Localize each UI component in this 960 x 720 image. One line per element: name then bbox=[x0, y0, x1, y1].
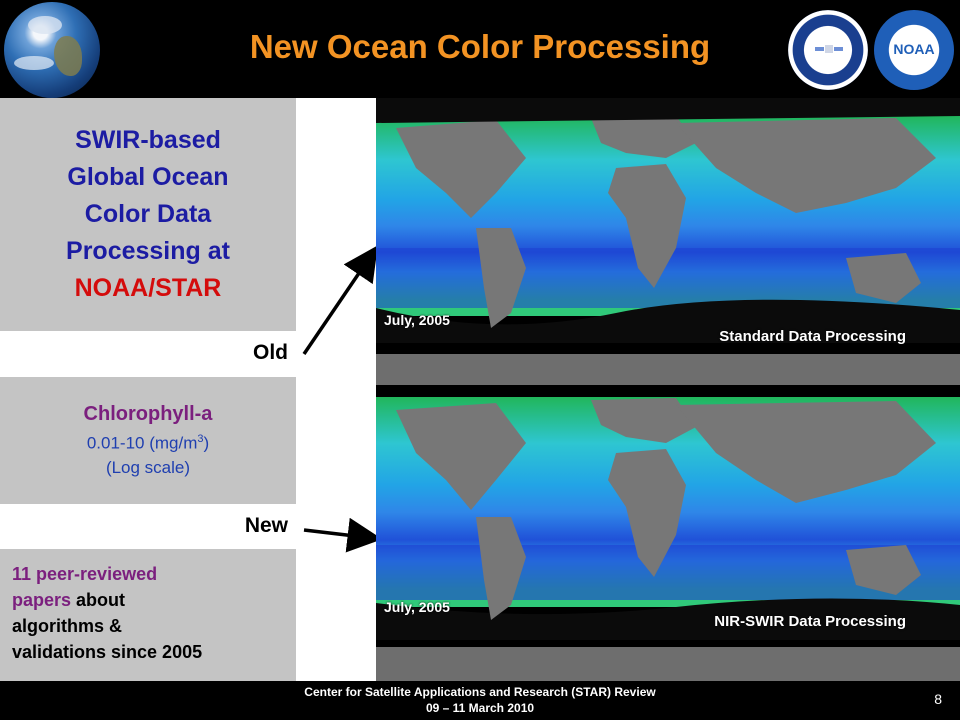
old-arrow bbox=[302, 245, 376, 355]
new-label: New bbox=[244, 514, 288, 537]
chlorophyll-title: Chlorophyll-a bbox=[83, 403, 213, 425]
footer-line1: Center for Satellite Applications and Re… bbox=[304, 685, 656, 699]
noaa-logo-text: NOAA bbox=[893, 41, 935, 57]
old-label: Old bbox=[253, 341, 288, 364]
chlorophyll-scale: (Log scale) bbox=[105, 457, 191, 477]
slide-title: New Ocean Color Processing bbox=[249, 28, 711, 65]
satellite-icon bbox=[815, 45, 843, 53]
page-number: 8 bbox=[934, 691, 942, 707]
slide-footer: Center for Satellite Applications and Re… bbox=[0, 681, 960, 720]
old-label-row: Old bbox=[0, 331, 296, 377]
chlorophyll-range-sup: 3 bbox=[197, 433, 204, 445]
papers-line: papers about bbox=[12, 587, 292, 613]
chlorophyll-map-nir-swir: July, 2005 NIR-SWIR Data Processing bbox=[376, 385, 960, 681]
world-map-image bbox=[376, 385, 960, 681]
footer-line2: 09 – 11 March 2010 bbox=[425, 701, 535, 715]
chlorophyll-range-end: ) bbox=[203, 433, 210, 453]
swir-title-line: Color Data bbox=[84, 200, 212, 228]
noaa-gull-icon bbox=[890, 32, 938, 68]
swir-title-line: Processing at bbox=[66, 237, 230, 265]
map-date-label: July, 2005 bbox=[384, 599, 450, 615]
chlorophyll-map-standard: July, 2005 Standard Data Processing bbox=[376, 98, 960, 386]
globe-cloud bbox=[14, 56, 54, 70]
swir-title-line: Global Ocean bbox=[67, 163, 229, 191]
arrow-gap bbox=[296, 98, 376, 681]
slide-header: New Ocean Color Processing NOAA bbox=[0, 0, 960, 98]
papers-text: 11 peer-reviewed papers about algorithms… bbox=[12, 561, 292, 665]
new-label-row: New bbox=[0, 504, 296, 549]
papers-count: 11 peer-reviewed bbox=[12, 564, 158, 584]
footer-text: Center for Satellite Applications and Re… bbox=[180, 684, 780, 716]
papers-about: about bbox=[71, 590, 126, 610]
papers-panel: 11 peer-reviewed papers about algorithms… bbox=[0, 549, 296, 681]
swir-title-text: SWIR-based Global Ocean Color Data Proce… bbox=[0, 122, 296, 307]
map-caption-standard: Standard Data Processing bbox=[719, 328, 906, 345]
chlorophyll-legend-panel: Chlorophyll-a 0.01-10 (mg/m3) (Log scale… bbox=[0, 377, 296, 504]
new-arrow bbox=[303, 517, 376, 553]
noaa-logo: NOAA bbox=[874, 10, 954, 90]
papers-line2: algorithms & bbox=[12, 616, 123, 636]
swir-title-line: SWIR-based bbox=[75, 126, 221, 154]
swir-title-highlight: NOAA/STAR bbox=[74, 274, 222, 302]
map-date-label: July, 2005 bbox=[384, 312, 450, 328]
world-map-image bbox=[376, 98, 960, 386]
papers-word: papers bbox=[12, 590, 72, 610]
map-caption-nir-swir: NIR-SWIR Data Processing bbox=[714, 613, 906, 630]
arrow-connectors bbox=[302, 245, 376, 553]
globe-land bbox=[54, 36, 82, 76]
swir-title-panel: SWIR-based Global Ocean Color Data Proce… bbox=[0, 98, 296, 331]
chlorophyll-range: 0.01-10 (mg/m3) bbox=[0, 427, 296, 456]
papers-line3: validations since 2005 bbox=[12, 642, 203, 662]
globe-ice bbox=[28, 16, 62, 34]
noaa-nesdis-star-logo bbox=[788, 10, 868, 90]
chlorophyll-text: Chlorophyll-a 0.01-10 (mg/m3) (Log scale… bbox=[0, 401, 296, 480]
chlorophyll-range-text: 0.01-10 (mg/m bbox=[86, 433, 198, 453]
earth-globe-image bbox=[4, 2, 100, 98]
